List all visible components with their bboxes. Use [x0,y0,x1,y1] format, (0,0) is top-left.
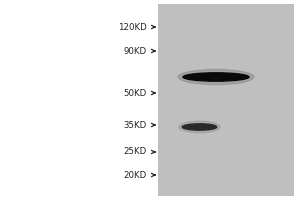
Text: 50KD: 50KD [124,88,147,98]
Bar [158,4,294,196]
Ellipse shape [182,124,217,130]
Ellipse shape [183,73,249,81]
Text: 120KD: 120KD [118,22,147,31]
Text: 90KD: 90KD [124,46,147,55]
Ellipse shape [179,121,220,133]
Ellipse shape [178,69,254,85]
Text: 20KD: 20KD [124,170,147,180]
Bar [158,4,294,196]
Text: 35KD: 35KD [124,120,147,130]
Text: 25KD: 25KD [124,148,147,156]
